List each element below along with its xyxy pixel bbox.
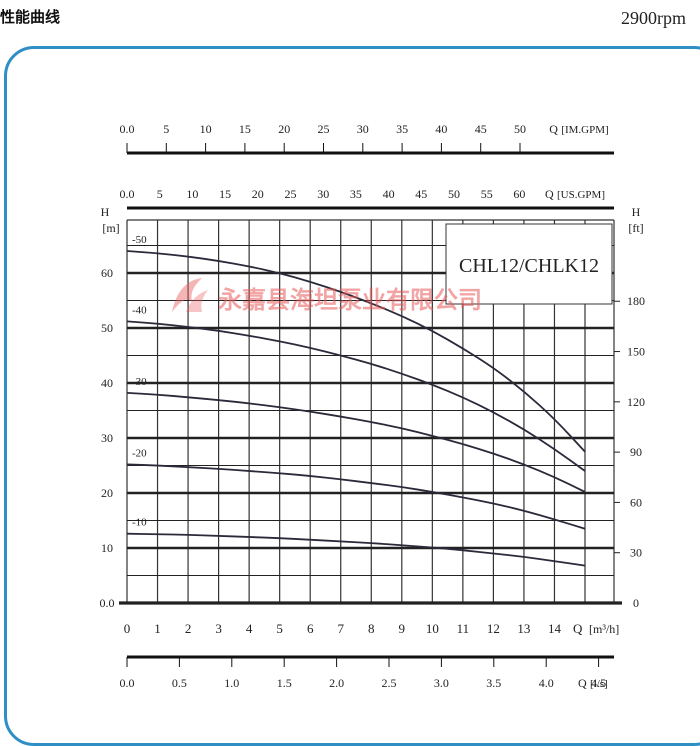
watermark-text: 永嘉县海坦泵业有限公司 [218, 286, 482, 314]
x-axis-label: Q [573, 621, 583, 636]
y-tick-label-left: 0.0 [100, 596, 115, 610]
im-gpm-axis-tick-label: 10 [200, 122, 212, 136]
im-gpm-axis-tick-label: 15 [239, 122, 251, 136]
y-axis-unit-left: [m] [102, 221, 119, 235]
us-gpm-axis-tick-label: 5 [157, 187, 163, 201]
y-tick-label-left: 40 [101, 376, 113, 390]
y-tick-label-right: 90 [630, 445, 642, 459]
series-label: -20 [132, 447, 147, 459]
x-axis-unit: [m³/h] [589, 622, 619, 636]
x-tick-label: 14 [548, 621, 562, 636]
series-line [126, 532, 586, 567]
y-tick-label-left: 20 [101, 486, 113, 500]
page-title: 性能曲线 [0, 8, 61, 26]
y-axis-unit-right: [ft] [628, 221, 643, 235]
y-tick-label-left: 10 [101, 541, 113, 555]
us-gpm-axis-tick-label: 25 [285, 187, 297, 201]
us-gpm-axis-tick-label: 60 [513, 187, 525, 201]
series-line [126, 392, 586, 493]
x-tick-label: 10 [426, 621, 439, 636]
x-tick-label: 5 [276, 621, 283, 636]
series-label: -30 [132, 376, 147, 388]
us-gpm-axis-tick-label: 40 [383, 187, 395, 201]
im-gpm-axis-tick-label: 0.0 [120, 122, 135, 136]
x-tick-label: 7 [337, 621, 344, 636]
y-tick-label-right: 120 [627, 395, 645, 409]
x-tick-label: 1 [154, 621, 161, 636]
series-label: -10 [132, 517, 147, 529]
us-gpm-axis-tick-label: 15 [219, 187, 231, 201]
y-axis-label-right: H [632, 205, 641, 219]
series-line [126, 463, 586, 530]
y-tick-label-right: 150 [627, 345, 645, 359]
im-gpm-axis-tick-label: 25 [318, 122, 330, 136]
pump-curve-chart: 0.0102030405060H[m]0306090120150180H[ft]… [100, 122, 646, 690]
ls-axis-tick-label: 4.5 [591, 676, 606, 690]
series-label: -40 [132, 304, 147, 316]
series-line [126, 250, 586, 453]
y-tick-label-left: 30 [101, 431, 113, 445]
y-tick-label-right: 0 [633, 596, 639, 610]
y-tick-label-left: 60 [101, 266, 113, 280]
x-tick-label: 13 [517, 621, 530, 636]
series-line [126, 320, 586, 472]
ls-axis-tick-label: 2.5 [382, 676, 397, 690]
x-tick-label: 3 [215, 621, 222, 636]
im-gpm-axis-tick-label: 20 [278, 122, 290, 136]
ls-axis-tick-label: 1.0 [224, 676, 239, 690]
x-tick-label: 9 [399, 621, 406, 636]
us-gpm-axis-tick-label: 0.0 [120, 187, 135, 201]
us-gpm-axis-tick-label: 30 [317, 187, 329, 201]
us-gpm-axis-unit: [US.GPM] [557, 189, 605, 201]
im-gpm-axis-tick-label: 30 [357, 122, 369, 136]
x-tick-label: 4 [246, 621, 253, 636]
ls-axis-unit: [l/s] [590, 678, 608, 690]
im-gpm-axis-tick-label: 45 [475, 122, 487, 136]
y-tick-label-right: 30 [630, 546, 642, 560]
x-tick-label: 6 [307, 621, 314, 636]
y-tick-label-right: 180 [627, 294, 645, 308]
ls-axis-tick-label: 0.5 [172, 676, 187, 690]
us-gpm-axis-tick-label: 35 [350, 187, 362, 201]
y-axis-label-left: H [101, 205, 110, 219]
us-gpm-axis-tick-label: 55 [481, 187, 493, 201]
im-gpm-axis-q-label: Q [549, 122, 558, 136]
y-tick-label-left: 50 [101, 321, 113, 335]
im-gpm-axis-tick-label: 5 [163, 122, 169, 136]
x-tick-label: 8 [368, 621, 375, 636]
series-label: -50 [132, 234, 147, 246]
ls-axis-tick-label: 2.0 [329, 676, 344, 690]
us-gpm-axis-tick-label: 45 [415, 187, 427, 201]
ls-axis-tick-label: 0.0 [120, 676, 135, 690]
y-tick-label-right: 60 [630, 495, 642, 509]
title-box [445, 223, 613, 305]
us-gpm-axis-tick-label: 50 [448, 187, 460, 201]
us-gpm-axis-tick-label: 10 [186, 187, 198, 201]
x-tick-label: 11 [457, 621, 470, 636]
ls-axis-q-label: Q [578, 676, 587, 690]
x-tick-label: 12 [487, 621, 500, 636]
ls-axis-tick-label: 4.0 [539, 676, 554, 690]
us-gpm-axis-tick-label: 20 [252, 187, 264, 201]
ls-axis-tick-label: 3.5 [486, 676, 501, 690]
ls-axis-tick-label: 3.0 [434, 676, 449, 690]
im-gpm-axis-tick-label: 35 [396, 122, 408, 136]
us-gpm-axis-q-label: Q [545, 187, 554, 201]
im-gpm-axis-tick-label: 40 [435, 122, 447, 136]
ls-axis-tick-label: 1.5 [277, 676, 292, 690]
watermark-logo-icon [172, 278, 208, 312]
chart-title: CHL12/CHLK12 [459, 255, 599, 277]
im-gpm-axis-unit: [IM.GPM] [561, 124, 608, 136]
speed-label: 2900rpm [621, 8, 686, 28]
im-gpm-axis-tick-label: 50 [514, 122, 526, 136]
x-tick-label: 2 [185, 621, 192, 636]
x-tick-label: 0 [124, 621, 131, 636]
